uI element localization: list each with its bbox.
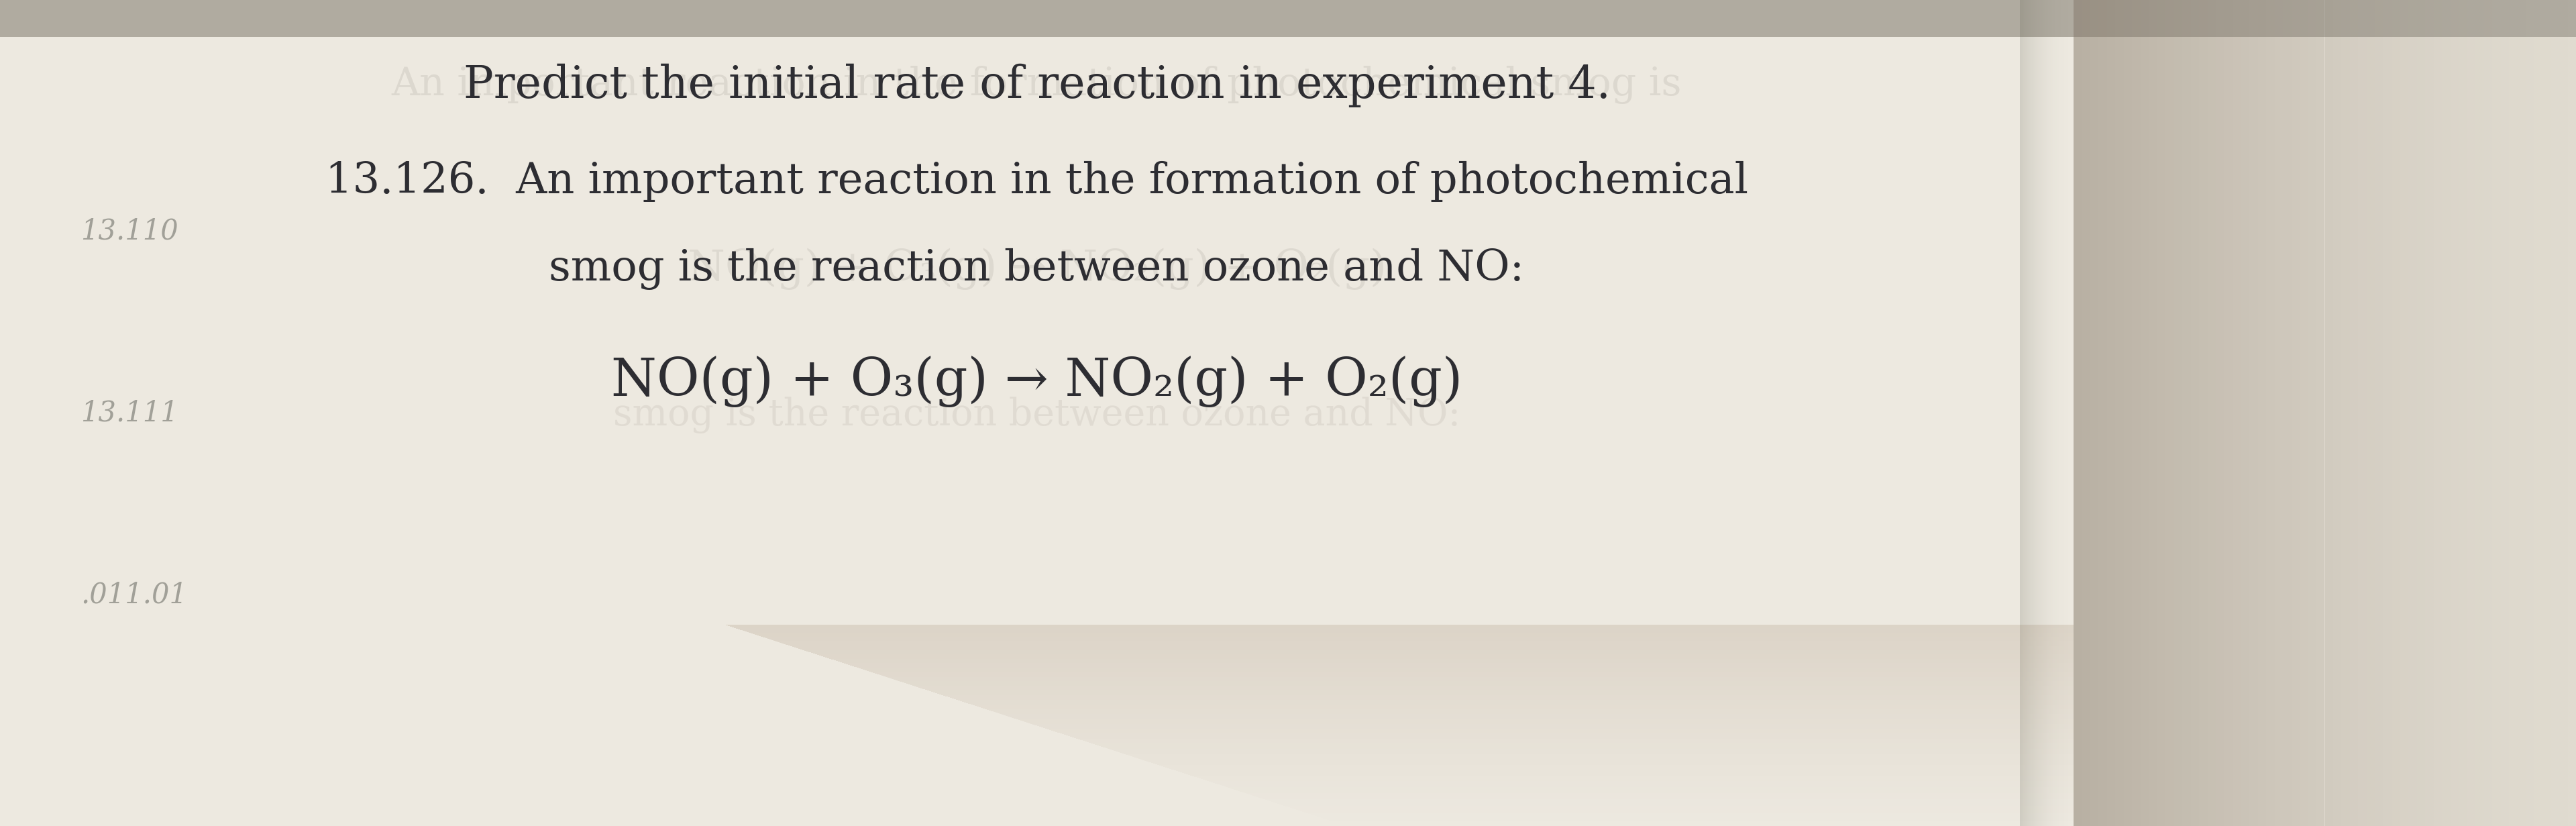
Bar <box>2491 0 2501 826</box>
Bar <box>2476 0 2483 826</box>
Bar <box>2300 0 2308 826</box>
Bar <box>2215 0 2223 826</box>
Bar <box>2107 0 2115 826</box>
Bar <box>2290 0 2300 826</box>
Bar <box>0 0 2576 37</box>
Bar <box>2308 0 2316 826</box>
Bar <box>2416 0 2424 826</box>
Bar <box>2434 0 2442 826</box>
Bar <box>2316 0 2324 826</box>
Bar <box>2342 0 2349 826</box>
Bar <box>2349 0 2357 826</box>
Text: smog is the reaction between ozone and NO:: smog is the reaction between ozone and N… <box>613 396 1461 433</box>
Bar <box>2233 0 2241 826</box>
Bar <box>2324 0 2334 826</box>
Bar <box>2468 0 2476 826</box>
Bar <box>2074 0 2081 826</box>
Bar <box>2148 0 2156 826</box>
Bar <box>2166 0 2174 826</box>
Text: .011.01: .011.01 <box>80 581 188 609</box>
Bar <box>2450 0 2458 826</box>
Bar <box>2424 0 2434 826</box>
Bar <box>2517 0 2524 826</box>
Bar <box>2334 0 2342 826</box>
Bar <box>2267 0 2275 826</box>
Bar <box>2123 0 2133 826</box>
Bar <box>2182 0 2190 826</box>
Bar <box>2089 0 2099 826</box>
Bar <box>2241 0 2249 826</box>
Bar <box>2458 0 2468 826</box>
Text: An important reaction in the formation of photochemical smog is: An important reaction in the formation o… <box>392 66 1682 104</box>
Bar <box>2401 0 2409 826</box>
Bar <box>2208 0 2215 826</box>
Text: NO(g) + O₃(g) → NO₂(g) + O₂(g): NO(g) + O₃(g) → NO₂(g) + O₂(g) <box>611 356 1463 407</box>
Bar <box>2543 0 2550 826</box>
Bar <box>2156 0 2166 826</box>
Text: smog is the reaction between ozone and NO:: smog is the reaction between ozone and N… <box>549 249 1525 290</box>
Bar <box>2375 0 2383 826</box>
Bar <box>2509 0 2517 826</box>
Bar <box>2391 0 2401 826</box>
Bar <box>2282 0 2290 826</box>
Bar <box>2558 0 2568 826</box>
Bar <box>2174 0 2182 826</box>
Bar <box>2115 0 2123 826</box>
Bar <box>2483 0 2491 826</box>
Bar <box>2275 0 2282 826</box>
Bar <box>2133 0 2141 826</box>
Bar <box>2190 0 2200 826</box>
Text: Predict the initial rate of reaction in experiment 4.: Predict the initial rate of reaction in … <box>464 64 1610 107</box>
Bar <box>2501 0 2509 826</box>
Bar <box>2357 0 2367 826</box>
Bar <box>2223 0 2233 826</box>
Bar <box>2383 0 2391 826</box>
Text: 13.111: 13.111 <box>80 399 178 427</box>
Bar <box>2249 0 2257 826</box>
Bar <box>2200 0 2208 826</box>
Bar <box>2550 0 2558 826</box>
Bar <box>2535 0 2543 826</box>
Bar <box>2367 0 2375 826</box>
Bar <box>2081 0 2089 826</box>
Bar <box>2524 0 2535 826</box>
Bar <box>2074 0 2576 826</box>
Bar <box>2141 0 2148 826</box>
Bar <box>2099 0 2107 826</box>
Bar <box>2442 0 2450 826</box>
Bar <box>2257 0 2267 826</box>
Text: 13.110: 13.110 <box>80 217 178 245</box>
Bar <box>2409 0 2416 826</box>
Text: 13.126.  An important reaction in the formation of photochemical: 13.126. An important reaction in the for… <box>325 161 1749 202</box>
Text: NO(g) + O₃(g) → NO₂(g) + O₂(g): NO(g) + O₃(g) → NO₂(g) + O₂(g) <box>688 248 1386 290</box>
Bar <box>2568 0 2576 826</box>
